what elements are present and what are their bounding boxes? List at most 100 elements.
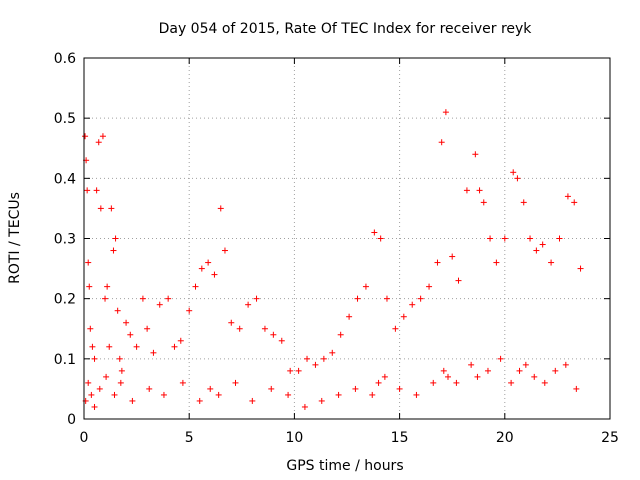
data-point xyxy=(88,391,95,398)
data-point xyxy=(440,367,447,374)
data-point xyxy=(245,301,252,308)
data-point xyxy=(89,343,96,350)
data-point xyxy=(278,337,285,344)
data-point xyxy=(198,265,205,272)
data-point xyxy=(253,295,260,302)
data-point xyxy=(150,349,157,356)
data-point xyxy=(95,139,102,146)
data-point xyxy=(196,397,203,404)
data-point xyxy=(476,187,483,194)
data-point xyxy=(236,325,243,332)
data-point xyxy=(112,235,119,242)
y-tick-label: 0.1 xyxy=(54,352,76,368)
data-point xyxy=(165,295,172,302)
data-point xyxy=(354,295,361,302)
data-point xyxy=(508,379,515,386)
y-tick-label: 0.6 xyxy=(54,51,76,67)
y-tick-label: 0.3 xyxy=(54,232,76,248)
data-point xyxy=(123,319,130,326)
data-point xyxy=(434,259,441,266)
data-point xyxy=(426,283,433,290)
data-point xyxy=(329,349,336,356)
x-tick-label: 25 xyxy=(601,430,619,446)
data-point xyxy=(556,235,563,242)
x-tick-label: 20 xyxy=(496,430,514,446)
data-point xyxy=(449,253,456,260)
data-point xyxy=(371,229,378,236)
chart-title: Day 054 of 2015, Rate Of TEC Index for r… xyxy=(159,21,533,37)
data-point xyxy=(346,313,353,320)
data-point xyxy=(541,379,548,386)
data-point xyxy=(409,301,416,308)
x-axis-label: GPS time / hours xyxy=(286,458,403,474)
data-point xyxy=(270,331,277,338)
data-point xyxy=(84,187,91,194)
data-point xyxy=(533,247,540,254)
data-point xyxy=(514,175,521,182)
data-point xyxy=(383,295,390,302)
data-point xyxy=(377,235,384,242)
data-point xyxy=(91,355,98,362)
x-tick-label: 15 xyxy=(391,430,409,446)
data-point xyxy=(93,187,100,194)
data-point xyxy=(160,391,167,398)
data-point xyxy=(527,235,534,242)
data-point xyxy=(207,385,214,392)
data-point xyxy=(211,271,218,278)
data-point xyxy=(548,259,555,266)
data-point xyxy=(99,133,106,140)
axis-ticks: 0 0.1 0.2 0.3 0.4 0.5 0.6 0 5 10 15 20 25 xyxy=(54,51,619,446)
y-tick-label: 0.2 xyxy=(54,292,76,308)
data-point xyxy=(468,361,475,368)
data-point xyxy=(413,391,420,398)
data-point xyxy=(522,361,529,368)
data-point xyxy=(261,325,268,332)
data-point xyxy=(400,313,407,320)
data-point xyxy=(104,283,111,290)
data-point xyxy=(531,373,538,380)
data-point xyxy=(108,205,115,212)
data-point xyxy=(96,385,103,392)
data-point xyxy=(217,205,224,212)
data-point xyxy=(117,379,124,386)
data-point xyxy=(103,373,110,380)
data-point xyxy=(301,403,308,410)
data-point xyxy=(484,367,491,374)
data-point xyxy=(110,247,117,254)
data-point xyxy=(381,373,388,380)
data-point xyxy=(312,361,319,368)
data-point xyxy=(510,169,517,176)
data-point xyxy=(156,301,163,308)
data-point xyxy=(106,343,113,350)
data-point xyxy=(472,151,479,158)
data-point xyxy=(571,199,578,206)
data-point xyxy=(192,283,199,290)
data-point xyxy=(179,379,186,386)
data-point xyxy=(287,367,294,374)
y-tick-label: 0 xyxy=(67,412,76,428)
data-point xyxy=(127,331,134,338)
data-point xyxy=(221,247,228,254)
data-point xyxy=(320,355,327,362)
data-point xyxy=(111,391,118,398)
data-point xyxy=(564,193,571,200)
data-point xyxy=(497,355,504,362)
data-point xyxy=(362,283,369,290)
data-point xyxy=(562,361,569,368)
data-point xyxy=(85,379,92,386)
data-point xyxy=(268,385,275,392)
data-point xyxy=(335,391,342,398)
data-point xyxy=(114,307,121,314)
data-point xyxy=(85,259,92,266)
x-tick-label: 5 xyxy=(185,430,194,446)
data-point xyxy=(444,373,451,380)
data-point xyxy=(516,367,523,374)
data-point xyxy=(295,367,302,374)
data-point xyxy=(369,391,376,398)
data-point xyxy=(144,325,151,332)
data-point xyxy=(453,379,460,386)
data-point xyxy=(552,367,559,374)
data-point xyxy=(86,283,93,290)
data-point xyxy=(539,241,546,248)
